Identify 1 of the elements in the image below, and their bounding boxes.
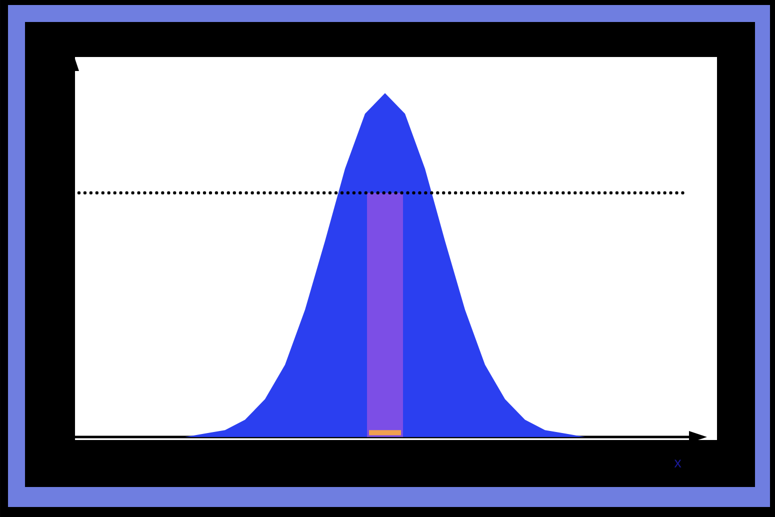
x-axis-title: x (674, 460, 682, 468)
